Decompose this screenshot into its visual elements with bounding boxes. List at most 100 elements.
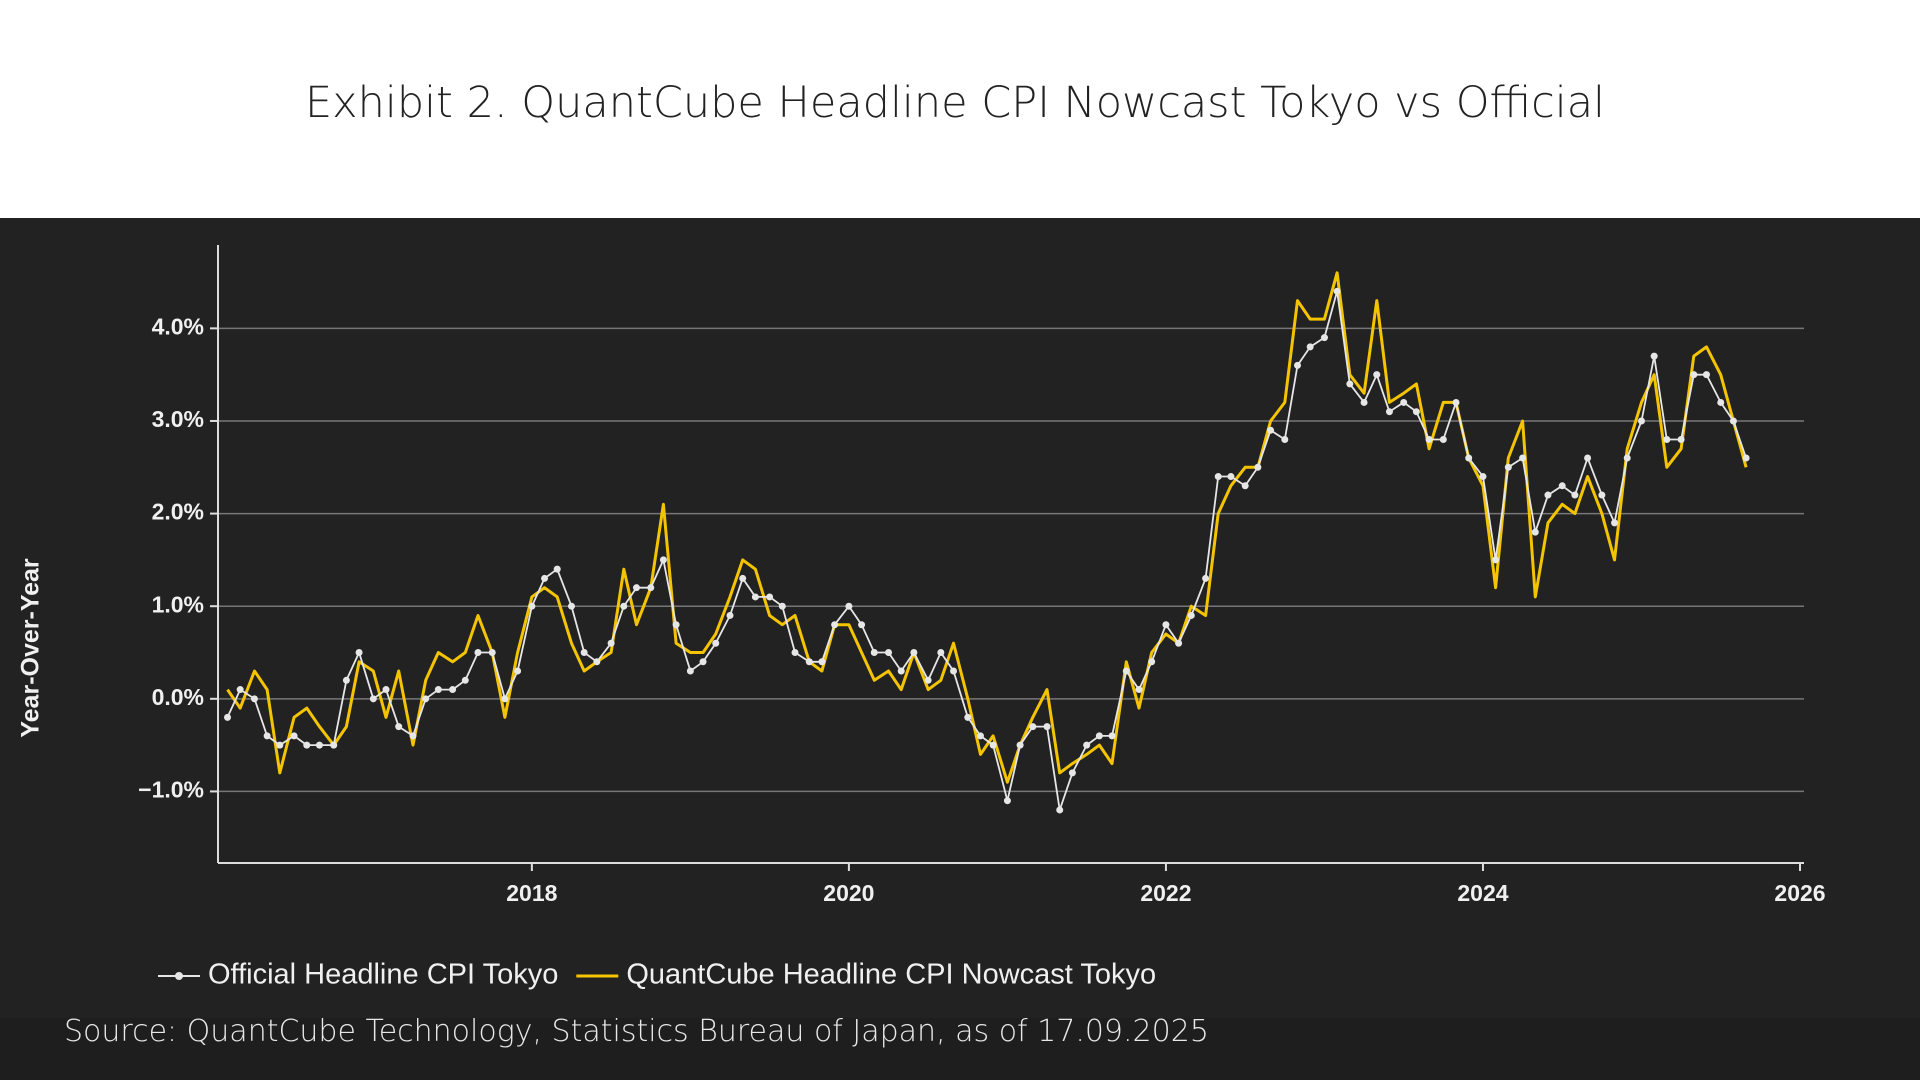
data-point: [964, 713, 972, 721]
data-point: [726, 611, 734, 619]
data-point: [1519, 454, 1527, 462]
data-point: [1187, 611, 1195, 619]
data-point: [342, 676, 350, 684]
data-point: [686, 667, 694, 675]
data-point: [1135, 686, 1143, 694]
y-tick-label: −1.0%: [138, 777, 204, 803]
data-point: [409, 732, 417, 740]
data-point: [382, 686, 390, 694]
data-point: [1400, 398, 1408, 406]
data-point: [739, 574, 747, 582]
data-point: [501, 695, 509, 703]
data-point: [831, 621, 839, 629]
legend-label: Official Headline CPI Tokyo: [208, 959, 558, 991]
data-point: [1558, 482, 1566, 490]
data-point: [1452, 398, 1460, 406]
data-point: [1360, 398, 1368, 406]
y-tick-label: 3.0%: [152, 406, 204, 432]
data-point: [1584, 454, 1592, 462]
data-point: [1083, 741, 1091, 749]
data-point: [1108, 732, 1116, 740]
series-line: [226, 271, 1748, 784]
x-tick-label: 2024: [1457, 880, 1508, 906]
x-tick-label: 2026: [1774, 880, 1825, 906]
data-point: [449, 686, 457, 694]
data-point: [1385, 408, 1393, 416]
data-point: [461, 676, 469, 684]
data-point: [1095, 732, 1103, 740]
data-point: [632, 584, 640, 592]
data-point: [672, 621, 680, 629]
legend-marker: [175, 972, 183, 980]
data-point: [1479, 473, 1487, 481]
data-point: [858, 621, 866, 629]
data-point: [355, 649, 363, 657]
data-point: [1717, 398, 1725, 406]
data-point: [1241, 482, 1249, 490]
data-point: [1571, 491, 1579, 499]
data-point: [1742, 454, 1750, 462]
data-point: [620, 602, 628, 610]
data-point: [1320, 334, 1328, 342]
data-point: [422, 695, 430, 703]
data-point: [1202, 574, 1210, 582]
data-point: [236, 686, 244, 694]
data-point: [567, 602, 575, 610]
data-point: [1122, 667, 1130, 675]
data-point: [276, 741, 284, 749]
data-point: [330, 741, 338, 749]
data-point: [1425, 435, 1433, 443]
chart: Year-Over-Year −1.0% 0.0% 1.0% 2.0% 3.0% 4.0%…: [0, 218, 1920, 1018]
data-point: [434, 686, 442, 694]
data-point: [1663, 435, 1671, 443]
chart-title: Exhibit 2. QuantCube Headline CPI Nowcas…: [305, 78, 1605, 128]
data-point: [290, 732, 298, 740]
y-tick-label: 0.0%: [152, 684, 204, 710]
data-point: [791, 649, 799, 657]
x-tick-label: 2018: [506, 880, 557, 906]
data-point: [1029, 723, 1037, 731]
data-point: [395, 723, 403, 731]
data-point: [950, 667, 958, 675]
data-point: [1043, 723, 1051, 731]
data-point: [1056, 806, 1064, 814]
data-point: [593, 658, 601, 666]
data-point: [553, 565, 561, 573]
data-point: [224, 713, 232, 721]
data-point: [1677, 435, 1685, 443]
data-point: [1702, 371, 1710, 379]
data-point: [541, 574, 549, 582]
data-point: [1373, 371, 1381, 379]
data-point: [315, 741, 323, 749]
data-point: [1637, 417, 1645, 425]
data-point: [1492, 556, 1500, 564]
data-point: [1690, 371, 1698, 379]
data-point: [1531, 528, 1539, 536]
source-note: Source: QuantCube Technology, Statistics…: [64, 1014, 1209, 1049]
data-point: [1162, 621, 1170, 629]
data-point: [1175, 639, 1183, 647]
data-point: [303, 741, 311, 749]
plot-background: [0, 218, 1920, 1018]
data-point: [712, 639, 720, 647]
data-point: [1650, 352, 1658, 360]
data-point: [897, 667, 905, 675]
legend-label: QuantCube Headline CPI Nowcast Tokyo: [626, 959, 1156, 991]
data-point: [1294, 361, 1302, 369]
data-point: [1729, 417, 1737, 425]
data-point: [1439, 435, 1447, 443]
data-point: [1003, 797, 1011, 805]
data-point: [937, 649, 945, 657]
data-point: [1214, 473, 1222, 481]
data-point: [766, 593, 774, 601]
data-point: [250, 695, 258, 703]
x-tick-label: 2020: [823, 880, 874, 906]
data-point: [1227, 473, 1235, 481]
y-axis-label: Year-Over-Year: [17, 558, 45, 738]
data-point: [1281, 435, 1289, 443]
data-point: [845, 602, 853, 610]
data-point: [805, 658, 813, 666]
data-point: [1148, 658, 1156, 666]
data-point: [1306, 343, 1314, 351]
